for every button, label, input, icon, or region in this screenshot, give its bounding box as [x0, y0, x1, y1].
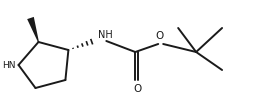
Polygon shape	[27, 17, 39, 42]
Text: HN: HN	[2, 61, 15, 70]
Text: O: O	[133, 84, 141, 94]
Text: O: O	[155, 31, 163, 41]
Text: NH: NH	[98, 30, 113, 40]
